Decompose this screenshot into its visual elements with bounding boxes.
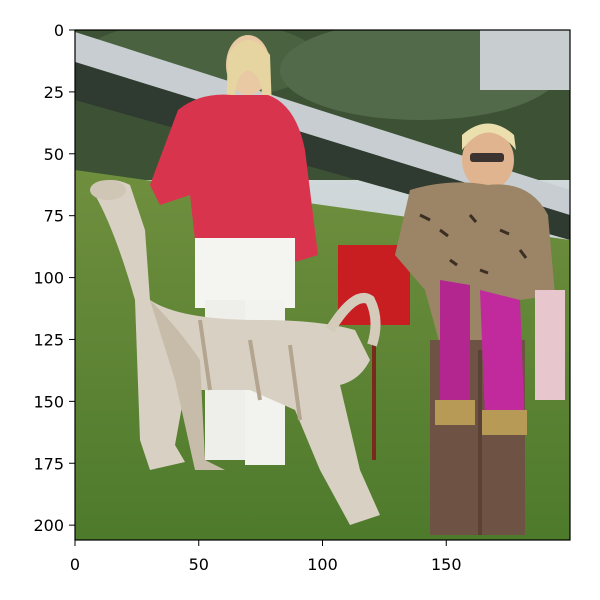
photo	[75, 30, 570, 540]
y-tick-label: 175	[33, 454, 64, 473]
y-tick-label: 25	[44, 83, 64, 102]
y-tick-label: 0	[54, 21, 64, 40]
y-tick-label: 50	[44, 145, 64, 164]
x-tick-label: 50	[189, 555, 209, 574]
x-axis: 0 50 100 150	[70, 540, 462, 574]
y-tick-label: 125	[33, 330, 64, 349]
dog-afghan-hound	[90, 180, 381, 525]
y-tick-label: 100	[33, 269, 64, 288]
y-tick-label: 75	[44, 207, 64, 226]
y-tick-label: 200	[33, 516, 64, 535]
x-tick-label: 150	[431, 555, 462, 574]
x-tick-label: 0	[70, 555, 80, 574]
handler-leopard-top	[395, 123, 555, 535]
x-tick-label: 100	[307, 555, 338, 574]
y-tick-label: 150	[33, 392, 64, 411]
y-axis: 0 25 50 75 100 125 150 175 200	[33, 21, 75, 535]
